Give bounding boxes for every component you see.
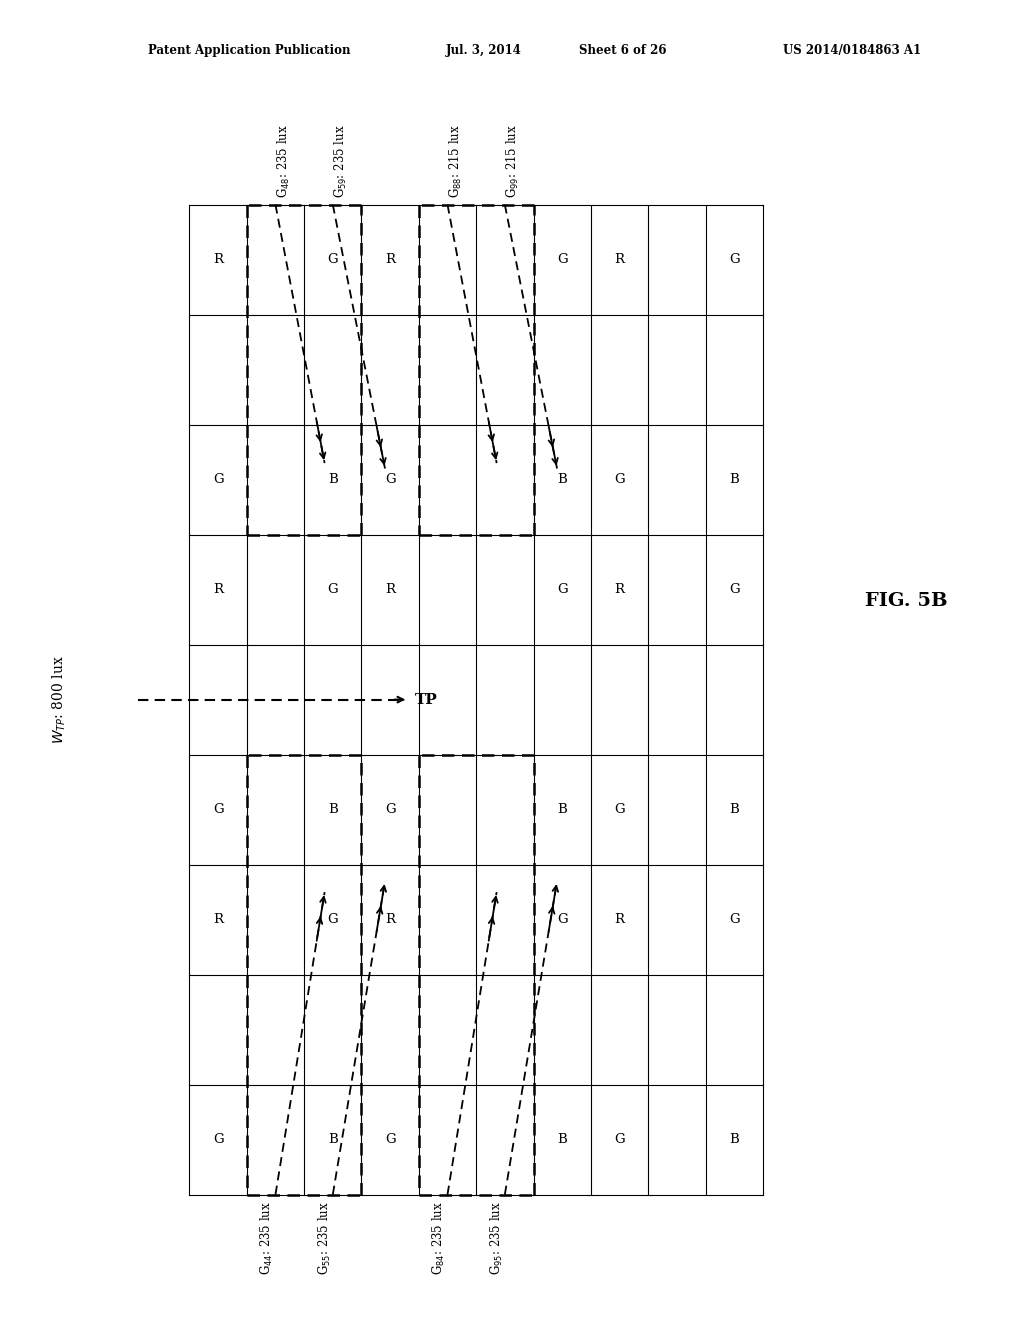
Text: B: B bbox=[729, 803, 739, 816]
Text: G$_{59}$: 235 lux: G$_{59}$: 235 lux bbox=[333, 124, 349, 198]
Text: R: R bbox=[385, 583, 395, 597]
Text: G: G bbox=[213, 1133, 223, 1146]
Text: R: R bbox=[213, 583, 223, 597]
Text: G: G bbox=[328, 583, 338, 597]
Text: G: G bbox=[729, 913, 739, 927]
Text: G: G bbox=[213, 803, 223, 816]
Text: G: G bbox=[385, 1133, 395, 1146]
Text: G: G bbox=[557, 583, 567, 597]
Text: R: R bbox=[385, 913, 395, 927]
Text: G$_{95}$: 235 lux: G$_{95}$: 235 lux bbox=[488, 1201, 505, 1275]
Text: FIG. 5B: FIG. 5B bbox=[865, 591, 947, 610]
Text: Sheet 6 of 26: Sheet 6 of 26 bbox=[579, 44, 666, 57]
Text: G: G bbox=[557, 913, 567, 927]
Text: R: R bbox=[614, 583, 625, 597]
Text: G: G bbox=[385, 473, 395, 486]
Text: R: R bbox=[213, 913, 223, 927]
Text: G$_{55}$: 235 lux: G$_{55}$: 235 lux bbox=[316, 1201, 333, 1275]
Text: G$_{84}$: 235 lux: G$_{84}$: 235 lux bbox=[431, 1201, 447, 1275]
Text: Patent Application Publication: Patent Application Publication bbox=[148, 44, 351, 57]
Text: B: B bbox=[328, 1133, 338, 1146]
Text: $W_{TP}$: 800 lux: $W_{TP}$: 800 lux bbox=[51, 655, 68, 744]
Text: G$_{44}$: 235 lux: G$_{44}$: 235 lux bbox=[259, 1201, 275, 1275]
Text: G: G bbox=[328, 913, 338, 927]
Text: G: G bbox=[385, 803, 395, 816]
Text: B: B bbox=[557, 803, 567, 816]
Text: B: B bbox=[557, 473, 567, 486]
Text: G$_{99}$: 215 lux: G$_{99}$: 215 lux bbox=[505, 124, 521, 198]
Text: Jul. 3, 2014: Jul. 3, 2014 bbox=[445, 44, 521, 57]
Text: B: B bbox=[557, 1133, 567, 1146]
Text: G$_{88}$: 215 lux: G$_{88}$: 215 lux bbox=[447, 124, 464, 198]
Text: G: G bbox=[614, 473, 625, 486]
Text: B: B bbox=[328, 803, 338, 816]
Text: B: B bbox=[328, 473, 338, 486]
Text: R: R bbox=[385, 253, 395, 267]
Text: G$_{48}$: 235 lux: G$_{48}$: 235 lux bbox=[275, 124, 292, 198]
Text: G: G bbox=[328, 253, 338, 267]
Text: B: B bbox=[729, 473, 739, 486]
Text: G: G bbox=[729, 583, 739, 597]
Text: G: G bbox=[213, 473, 223, 486]
Text: R: R bbox=[614, 253, 625, 267]
Text: R: R bbox=[614, 913, 625, 927]
Text: B: B bbox=[729, 1133, 739, 1146]
Text: TP: TP bbox=[416, 693, 438, 706]
Text: G: G bbox=[557, 253, 567, 267]
Text: G: G bbox=[729, 253, 739, 267]
Text: R: R bbox=[213, 253, 223, 267]
Text: G: G bbox=[614, 1133, 625, 1146]
Text: G: G bbox=[614, 803, 625, 816]
Text: US 2014/0184863 A1: US 2014/0184863 A1 bbox=[783, 44, 922, 57]
